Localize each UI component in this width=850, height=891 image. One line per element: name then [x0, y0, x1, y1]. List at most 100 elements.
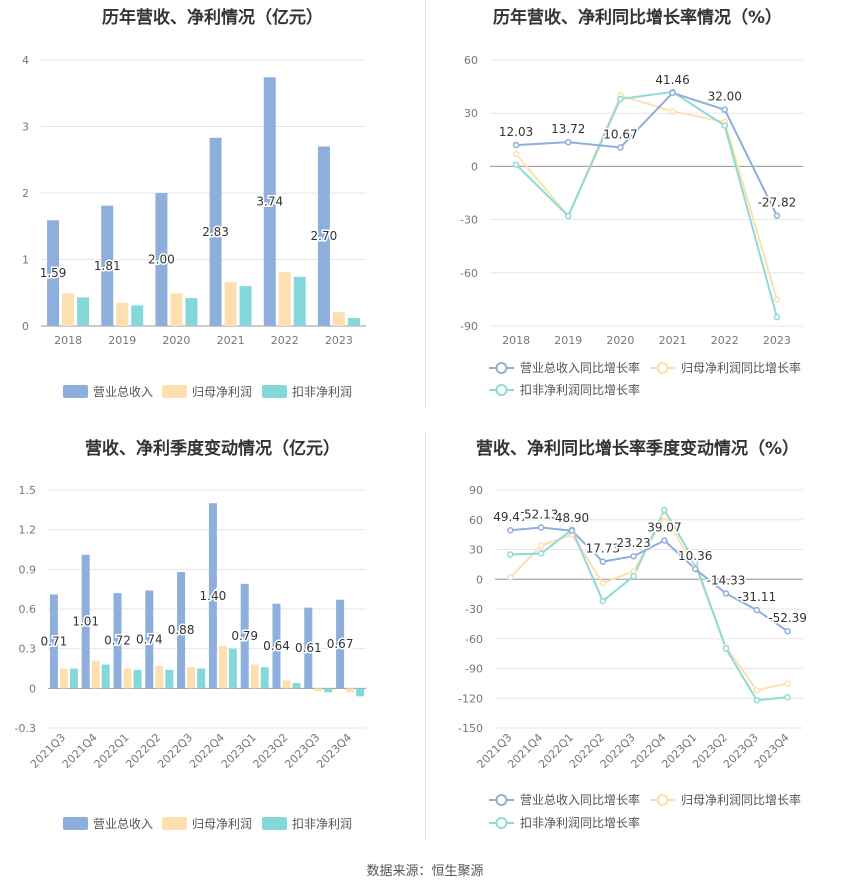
y-tick-label: 1.5 [19, 484, 37, 497]
bar [240, 583, 249, 689]
data-point [599, 558, 607, 565]
legend-swatch [262, 817, 287, 830]
point-value-label: -14.33 [707, 573, 746, 587]
data-point [773, 296, 781, 303]
data-point [784, 680, 791, 687]
data-point [691, 565, 699, 573]
bar-value-label: 1.59 [40, 266, 67, 280]
point-value-label: 39.07 [647, 521, 681, 535]
bar [197, 668, 206, 689]
bar [282, 680, 291, 689]
bar [278, 272, 291, 326]
point-value-label: -52.39 [768, 611, 807, 625]
bar [101, 664, 110, 689]
legend-label: 归母净利润 [192, 817, 252, 831]
bar [131, 305, 144, 326]
bar-value-label: 2.70 [311, 229, 338, 243]
bar [113, 593, 122, 689]
bar [314, 688, 323, 691]
panel-divider-bottom [425, 432, 426, 840]
quarterly-growth-rate-chart: 营收、净利同比增长率季度变动情况（%） -150 -120 -90 -60 -30 0 30… [425, 430, 850, 850]
x-tick-label: 2023 [325, 334, 353, 347]
bar [81, 554, 90, 689]
x-tick-label: 2019 [108, 334, 136, 347]
bar [170, 293, 183, 326]
y-tick-label: -90 [460, 320, 478, 333]
y-tick-label: 0.3 [19, 643, 37, 656]
data-point [617, 95, 624, 103]
legend-label: 营业总收入同比增长率 [520, 360, 640, 375]
bar [209, 137, 222, 326]
y-tick-label: 0 [22, 320, 29, 333]
data-point [537, 550, 545, 557]
data-point [512, 161, 520, 168]
annual-growth-rate-chart: 历年营收、净利同比增长率情况（%） -90 -60 -30 0 30 60 2018 2019… [425, 0, 850, 420]
y-tick-label: 1.2 [19, 524, 37, 537]
y-tick-label: 60 [464, 54, 478, 67]
legend-swatch [162, 817, 187, 830]
data-point [507, 574, 514, 581]
data-point [784, 694, 791, 701]
bar-chart-svg: 0 1 2 3 4 2018 2019 2020 2021 2022 2023 1.59 1.81 2.0… [22, 54, 366, 399]
bar [155, 193, 168, 326]
bar [336, 599, 345, 689]
bar [239, 286, 252, 326]
data-point [568, 527, 576, 535]
data-point [669, 108, 676, 115]
legend-label: 营业总收入同比增长率 [520, 792, 640, 807]
bar-value-label: 2.83 [202, 225, 229, 239]
x-tick-label: 2021 [659, 334, 687, 347]
legend-label: 扣非净利润同比增长率 [520, 815, 640, 830]
bar [332, 312, 345, 326]
y-tick-label: 30 [464, 107, 478, 120]
point-value-label: 10.36 [678, 549, 712, 563]
bar [293, 276, 306, 326]
data-source-value: 恒生聚源 [431, 864, 484, 879]
bar [317, 146, 330, 326]
bar-value-label: 1.40 [200, 589, 227, 603]
bar [69, 668, 78, 689]
legend-swatch [63, 817, 88, 830]
data-point [599, 597, 607, 605]
legend-swatch [162, 385, 187, 398]
line-chart-svg: -90 -60 -30 0 30 60 2018 2019 2020 2021 2022 2023 12… [460, 54, 803, 397]
y-tick-label: -30 [460, 214, 478, 227]
y-tick-label: 0 [471, 160, 478, 173]
bar-value-label: 1.81 [94, 259, 121, 273]
point-value-label: 32.00 [708, 90, 742, 104]
data-source-note: 数据来源：恒生聚源 [0, 860, 850, 879]
bar-value-label: 0.71 [41, 634, 68, 648]
bar-value-label: 0.88 [168, 623, 195, 637]
bar-value-label: 0.67 [327, 637, 354, 651]
data-point [537, 542, 545, 549]
bar [224, 282, 237, 326]
data-point [661, 537, 668, 544]
chart-title: 营收、净利季度变动情况（亿元） [85, 439, 340, 459]
bar [228, 648, 237, 689]
bar [347, 318, 360, 326]
x-tick-label: 2022 [271, 334, 299, 347]
point-value-label: -31.11 [737, 590, 776, 604]
bar [116, 302, 129, 326]
bar [133, 669, 142, 689]
data-point [721, 106, 728, 113]
bar [346, 688, 355, 693]
bar [91, 660, 100, 689]
bar [208, 503, 217, 689]
bar [49, 594, 58, 689]
y-tick-label: 3 [22, 121, 29, 134]
bar [187, 667, 196, 689]
data-point [512, 150, 520, 158]
legend-label: 归母净利润同比增长率 [681, 360, 801, 375]
x-tick-label: 2020 [606, 334, 634, 347]
data-point [753, 687, 761, 694]
y-tick-label: -60 [460, 267, 478, 280]
bar [165, 669, 174, 689]
series-line [516, 91, 778, 217]
bar-value-label: 0.72 [104, 634, 131, 648]
data-point [721, 122, 728, 129]
x-tick-label: 2019 [554, 334, 582, 347]
bar [59, 668, 68, 689]
y-tick-label: 30 [469, 544, 483, 557]
data-point [773, 212, 781, 219]
